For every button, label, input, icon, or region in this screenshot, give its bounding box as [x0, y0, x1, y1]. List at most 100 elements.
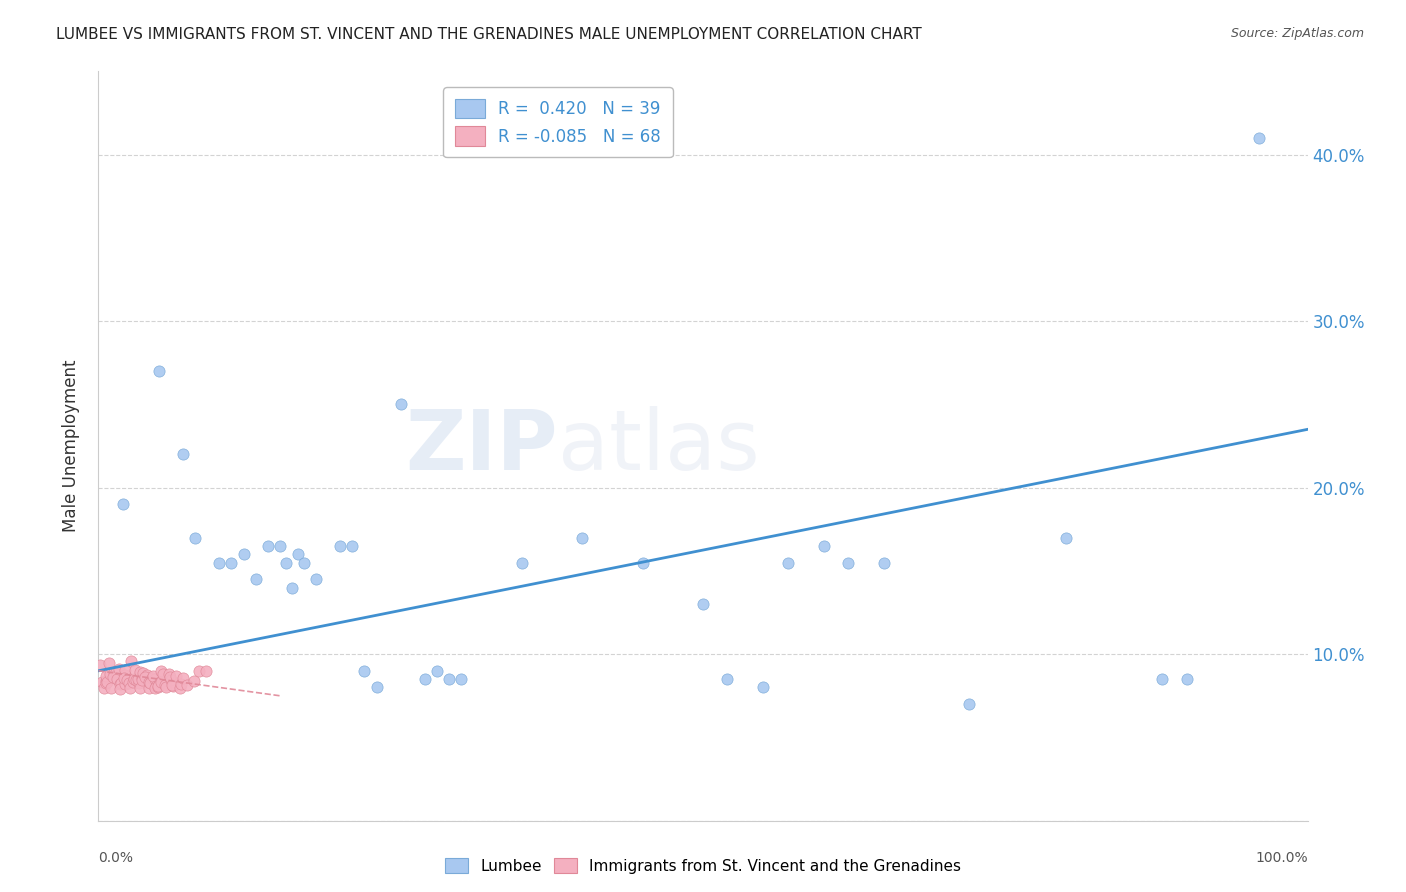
Point — [96, 675, 118, 690]
Point — [342, 539, 364, 553]
Point — [873, 556, 896, 570]
Point — [1152, 672, 1174, 686]
Point — [183, 674, 205, 689]
Point — [176, 677, 198, 691]
Point — [149, 665, 172, 679]
Point — [148, 679, 170, 693]
Point — [1249, 131, 1271, 145]
Point — [571, 531, 593, 545]
Point — [155, 680, 177, 694]
Point — [141, 671, 163, 685]
Legend: R =  0.420   N = 39, R = -0.085   N = 68: R = 0.420 N = 39, R = -0.085 N = 68 — [443, 87, 672, 157]
Point — [138, 675, 160, 690]
Point — [245, 572, 267, 586]
Point — [114, 677, 136, 691]
Point — [110, 676, 132, 690]
Point — [155, 678, 177, 692]
Point — [957, 697, 980, 711]
Point — [256, 539, 278, 553]
Legend: Lumbee, Immigrants from St. Vincent and the Grenadines: Lumbee, Immigrants from St. Vincent and … — [439, 852, 967, 880]
Point — [221, 556, 243, 570]
Point — [389, 397, 412, 411]
Point — [94, 673, 117, 688]
Point — [91, 675, 114, 690]
Point — [170, 677, 193, 691]
Point — [159, 670, 181, 684]
Point — [115, 673, 138, 687]
Text: Source: ZipAtlas.com: Source: ZipAtlas.com — [1230, 27, 1364, 40]
Point — [269, 539, 291, 553]
Text: ZIP: ZIP — [405, 406, 558, 486]
Text: 0.0%: 0.0% — [98, 851, 134, 864]
Text: 100.0%: 100.0% — [1256, 851, 1308, 864]
Point — [159, 667, 181, 681]
Point — [162, 679, 184, 693]
Point — [208, 556, 231, 570]
Point — [118, 676, 141, 690]
Point — [149, 674, 172, 689]
Point — [305, 572, 328, 586]
Point — [93, 681, 115, 696]
Point — [287, 547, 309, 561]
Point — [110, 681, 132, 696]
Point — [120, 654, 142, 668]
Point — [131, 666, 153, 681]
Point — [94, 669, 117, 683]
Point — [124, 663, 146, 677]
Point — [136, 667, 159, 681]
Point — [97, 656, 120, 670]
Point — [716, 672, 738, 686]
Point — [188, 664, 211, 678]
Point — [837, 556, 859, 570]
Point — [195, 664, 218, 678]
Point — [114, 667, 136, 681]
Point — [172, 447, 194, 461]
Point — [121, 675, 143, 690]
Point — [138, 681, 160, 696]
Point — [125, 673, 148, 688]
Point — [169, 681, 191, 695]
Point — [143, 672, 166, 686]
Point — [146, 680, 169, 694]
Point — [631, 556, 654, 570]
Point — [105, 665, 128, 680]
Point — [139, 676, 162, 690]
Point — [1175, 672, 1198, 686]
Point — [232, 547, 254, 561]
Point — [145, 679, 167, 693]
Point — [105, 672, 128, 686]
Point — [100, 681, 122, 696]
Point — [752, 681, 775, 695]
Point — [122, 672, 145, 686]
Point — [776, 556, 799, 570]
Point — [173, 671, 195, 685]
Point — [329, 539, 352, 553]
Point — [98, 666, 121, 681]
Point — [118, 681, 141, 695]
Point — [274, 556, 297, 570]
Point — [128, 675, 150, 690]
Point — [111, 497, 134, 511]
Point — [145, 681, 167, 695]
Point — [94, 675, 117, 690]
Point — [813, 539, 835, 553]
Point — [131, 673, 153, 687]
Point — [148, 364, 170, 378]
Point — [165, 669, 187, 683]
Text: atlas: atlas — [558, 406, 759, 486]
Point — [128, 665, 150, 679]
Point — [152, 667, 174, 681]
Point — [114, 671, 136, 685]
Y-axis label: Male Unemployment: Male Unemployment — [62, 359, 80, 533]
Point — [413, 672, 436, 686]
Point — [127, 672, 149, 686]
Point — [129, 681, 152, 695]
Point — [281, 581, 304, 595]
Point — [108, 662, 131, 676]
Point — [108, 677, 131, 691]
Point — [437, 672, 460, 686]
Point — [103, 665, 125, 679]
Point — [692, 597, 714, 611]
Point — [510, 556, 533, 570]
Point — [131, 671, 153, 685]
